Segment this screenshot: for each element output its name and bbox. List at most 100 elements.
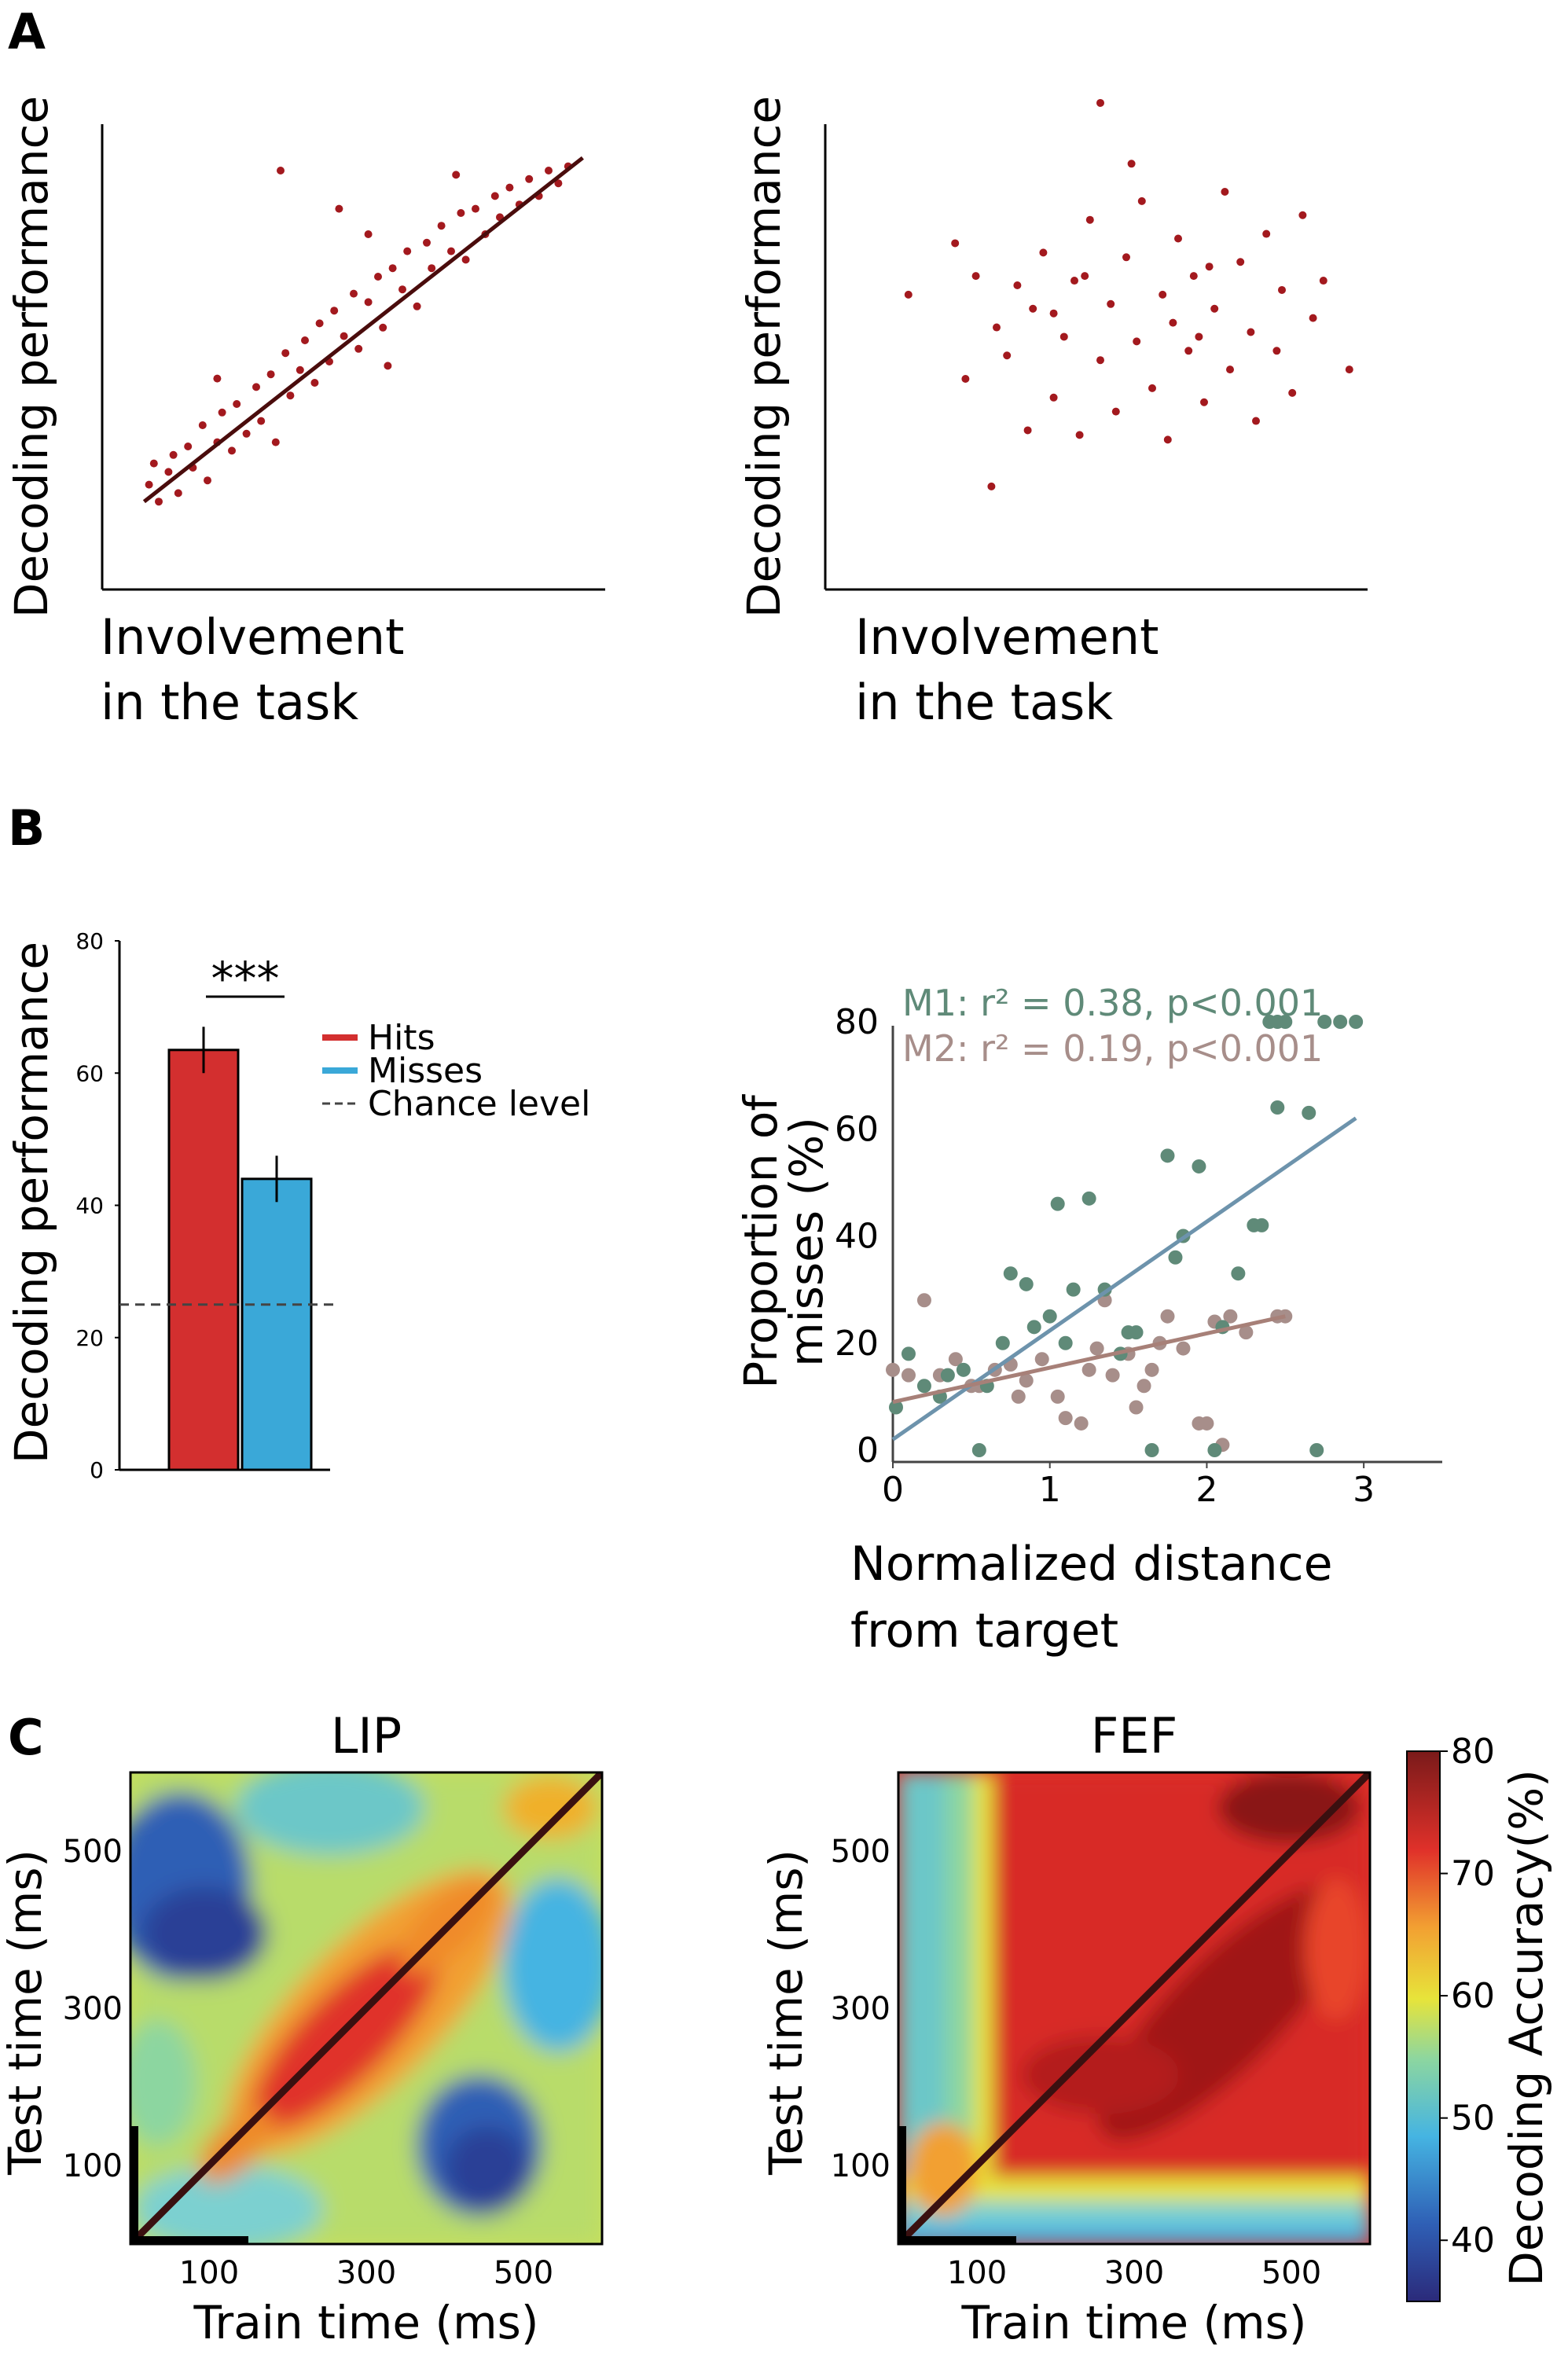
b-bar-tick-label: 60 xyxy=(75,1060,104,1086)
b-bar-tick-label: 80 xyxy=(75,928,104,954)
heatmap-y-tick-label: 300 xyxy=(63,1991,123,2027)
a-left-point xyxy=(447,247,455,255)
a-left-point xyxy=(296,365,304,374)
b-scatter-x-label-line1: Normalized distance xyxy=(850,1537,1333,1592)
m1-point xyxy=(956,1362,971,1377)
lip-x-label: Train time (ms) xyxy=(193,2296,538,2349)
a-left-point xyxy=(554,179,563,188)
a-right-point xyxy=(1070,277,1078,285)
m2-point xyxy=(1160,1309,1175,1324)
a-right-point xyxy=(961,375,970,383)
a-right-point xyxy=(1272,347,1281,355)
legend-misses-label: Misses xyxy=(368,1051,483,1091)
colorbar-tick-label: 50 xyxy=(1451,2099,1495,2139)
a-left-point xyxy=(257,417,266,425)
a-right-point xyxy=(1236,258,1245,266)
b-bars xyxy=(167,1027,313,1471)
m2-point xyxy=(948,1352,963,1367)
m2-point xyxy=(1137,1379,1151,1394)
colorbar-tick-label: 80 xyxy=(1451,1732,1495,1772)
m1-point xyxy=(1019,1276,1034,1291)
colorbar-tick-label: 40 xyxy=(1451,2220,1495,2261)
b-bar-hits xyxy=(167,1049,240,1471)
a-right-point xyxy=(1252,417,1260,425)
a-right-point xyxy=(1278,285,1286,294)
a-right-point xyxy=(1345,365,1353,374)
b-scatter-y-tick-label: 80 xyxy=(835,1002,879,1042)
a-left-point xyxy=(301,336,309,344)
a-left-point xyxy=(428,264,436,273)
heatmap-y-tick-label: 300 xyxy=(831,1991,890,2027)
heatmap-x-tick-label: 300 xyxy=(1104,2255,1164,2291)
m2-point xyxy=(1019,1373,1034,1388)
fef-frame xyxy=(897,1771,1372,2246)
legend-chance-label: Chance level xyxy=(368,1084,590,1124)
m1-fit-line xyxy=(891,1116,1357,1442)
a-left-point xyxy=(266,370,275,379)
a-right-point xyxy=(1200,398,1208,406)
a-left-point xyxy=(164,468,173,476)
m1-stats-label: M1: r² = 0.38, p<0.001 xyxy=(902,982,1323,1024)
m1-point xyxy=(1270,1100,1285,1115)
m2-point xyxy=(1081,1362,1096,1377)
a-left-point xyxy=(374,273,382,281)
a-left-point xyxy=(413,302,421,310)
colorbar: 40 50 60 70 80 Decoding Accuracy(%) xyxy=(1406,1732,1553,2302)
a-left-point xyxy=(233,400,241,408)
m1-point xyxy=(1192,1159,1206,1173)
a-right-point xyxy=(1049,309,1058,318)
colorbar-tick-label: 70 xyxy=(1451,1854,1495,1894)
a-right-point xyxy=(1111,407,1120,416)
a-right-point xyxy=(987,482,996,490)
panel-b-scatter: 0 1 2 3 0 20 40 60 80 M1: r² = 0.38, p<0.001 M2:… xyxy=(734,982,1442,1658)
m1-point xyxy=(1066,1282,1081,1297)
colorbar-tick-label: 60 xyxy=(1451,1976,1495,2016)
b-scatter-y-tick-label: 0 xyxy=(857,1431,879,1471)
lip-stim-bar-x xyxy=(130,2236,248,2244)
b-scatter-x-tick-label: 3 xyxy=(1353,1470,1375,1510)
lip-diagonal xyxy=(130,1772,602,2244)
a-left-point xyxy=(184,443,193,450)
a-left-point xyxy=(149,459,158,468)
a-right-point xyxy=(1137,196,1146,205)
m2-fit-line xyxy=(892,1314,1286,1405)
m2-point xyxy=(1011,1389,1026,1404)
a-right-point xyxy=(1163,435,1172,444)
b-scatter-x-tick-label: 2 xyxy=(1195,1470,1217,1510)
fef-ticks: 100 300 500 100 300 500 xyxy=(831,1834,1322,2291)
m2-point xyxy=(1223,1309,1238,1324)
b-significance-stars: *** xyxy=(211,952,280,1005)
a-right-point xyxy=(1247,328,1255,336)
m1-point xyxy=(1121,1325,1136,1340)
a-left-point xyxy=(335,204,343,213)
m1-point xyxy=(1278,1015,1293,1029)
a-right-point xyxy=(1081,272,1089,281)
a-right-point xyxy=(1195,332,1203,341)
a-right-point xyxy=(1189,272,1198,281)
m2-point xyxy=(1050,1389,1065,1404)
m2-point xyxy=(1074,1416,1089,1431)
a-left-point xyxy=(354,344,363,353)
m1-point xyxy=(940,1368,955,1383)
b-scatter-y-label-line2: misses (%) xyxy=(780,1117,833,1367)
a-left-point xyxy=(155,498,163,506)
panel-a-right-scatter: Decoding performance Involvement in the … xyxy=(737,96,1368,731)
a-right-x-label-line1: Involvement xyxy=(855,608,1159,666)
fef-y-label: Test time (ms) xyxy=(759,1849,813,2176)
lip-y-label: Test time (ms) xyxy=(0,1849,52,2176)
m1-point xyxy=(1231,1266,1246,1281)
a-right-point xyxy=(1205,263,1214,271)
m2-point xyxy=(1089,1341,1104,1356)
a-right-point xyxy=(904,290,913,299)
b-bar-misses xyxy=(241,1177,313,1471)
m2-point xyxy=(1199,1416,1214,1431)
m2-point xyxy=(1105,1368,1120,1383)
a-right-point xyxy=(1148,384,1156,392)
heatmap-x-tick-label: 500 xyxy=(1261,2255,1321,2291)
a-left-point xyxy=(271,438,280,446)
a-right-point xyxy=(1039,248,1048,257)
b-legend: Hits Misses Chance level xyxy=(322,1018,590,1124)
a-right-point xyxy=(1023,426,1032,435)
